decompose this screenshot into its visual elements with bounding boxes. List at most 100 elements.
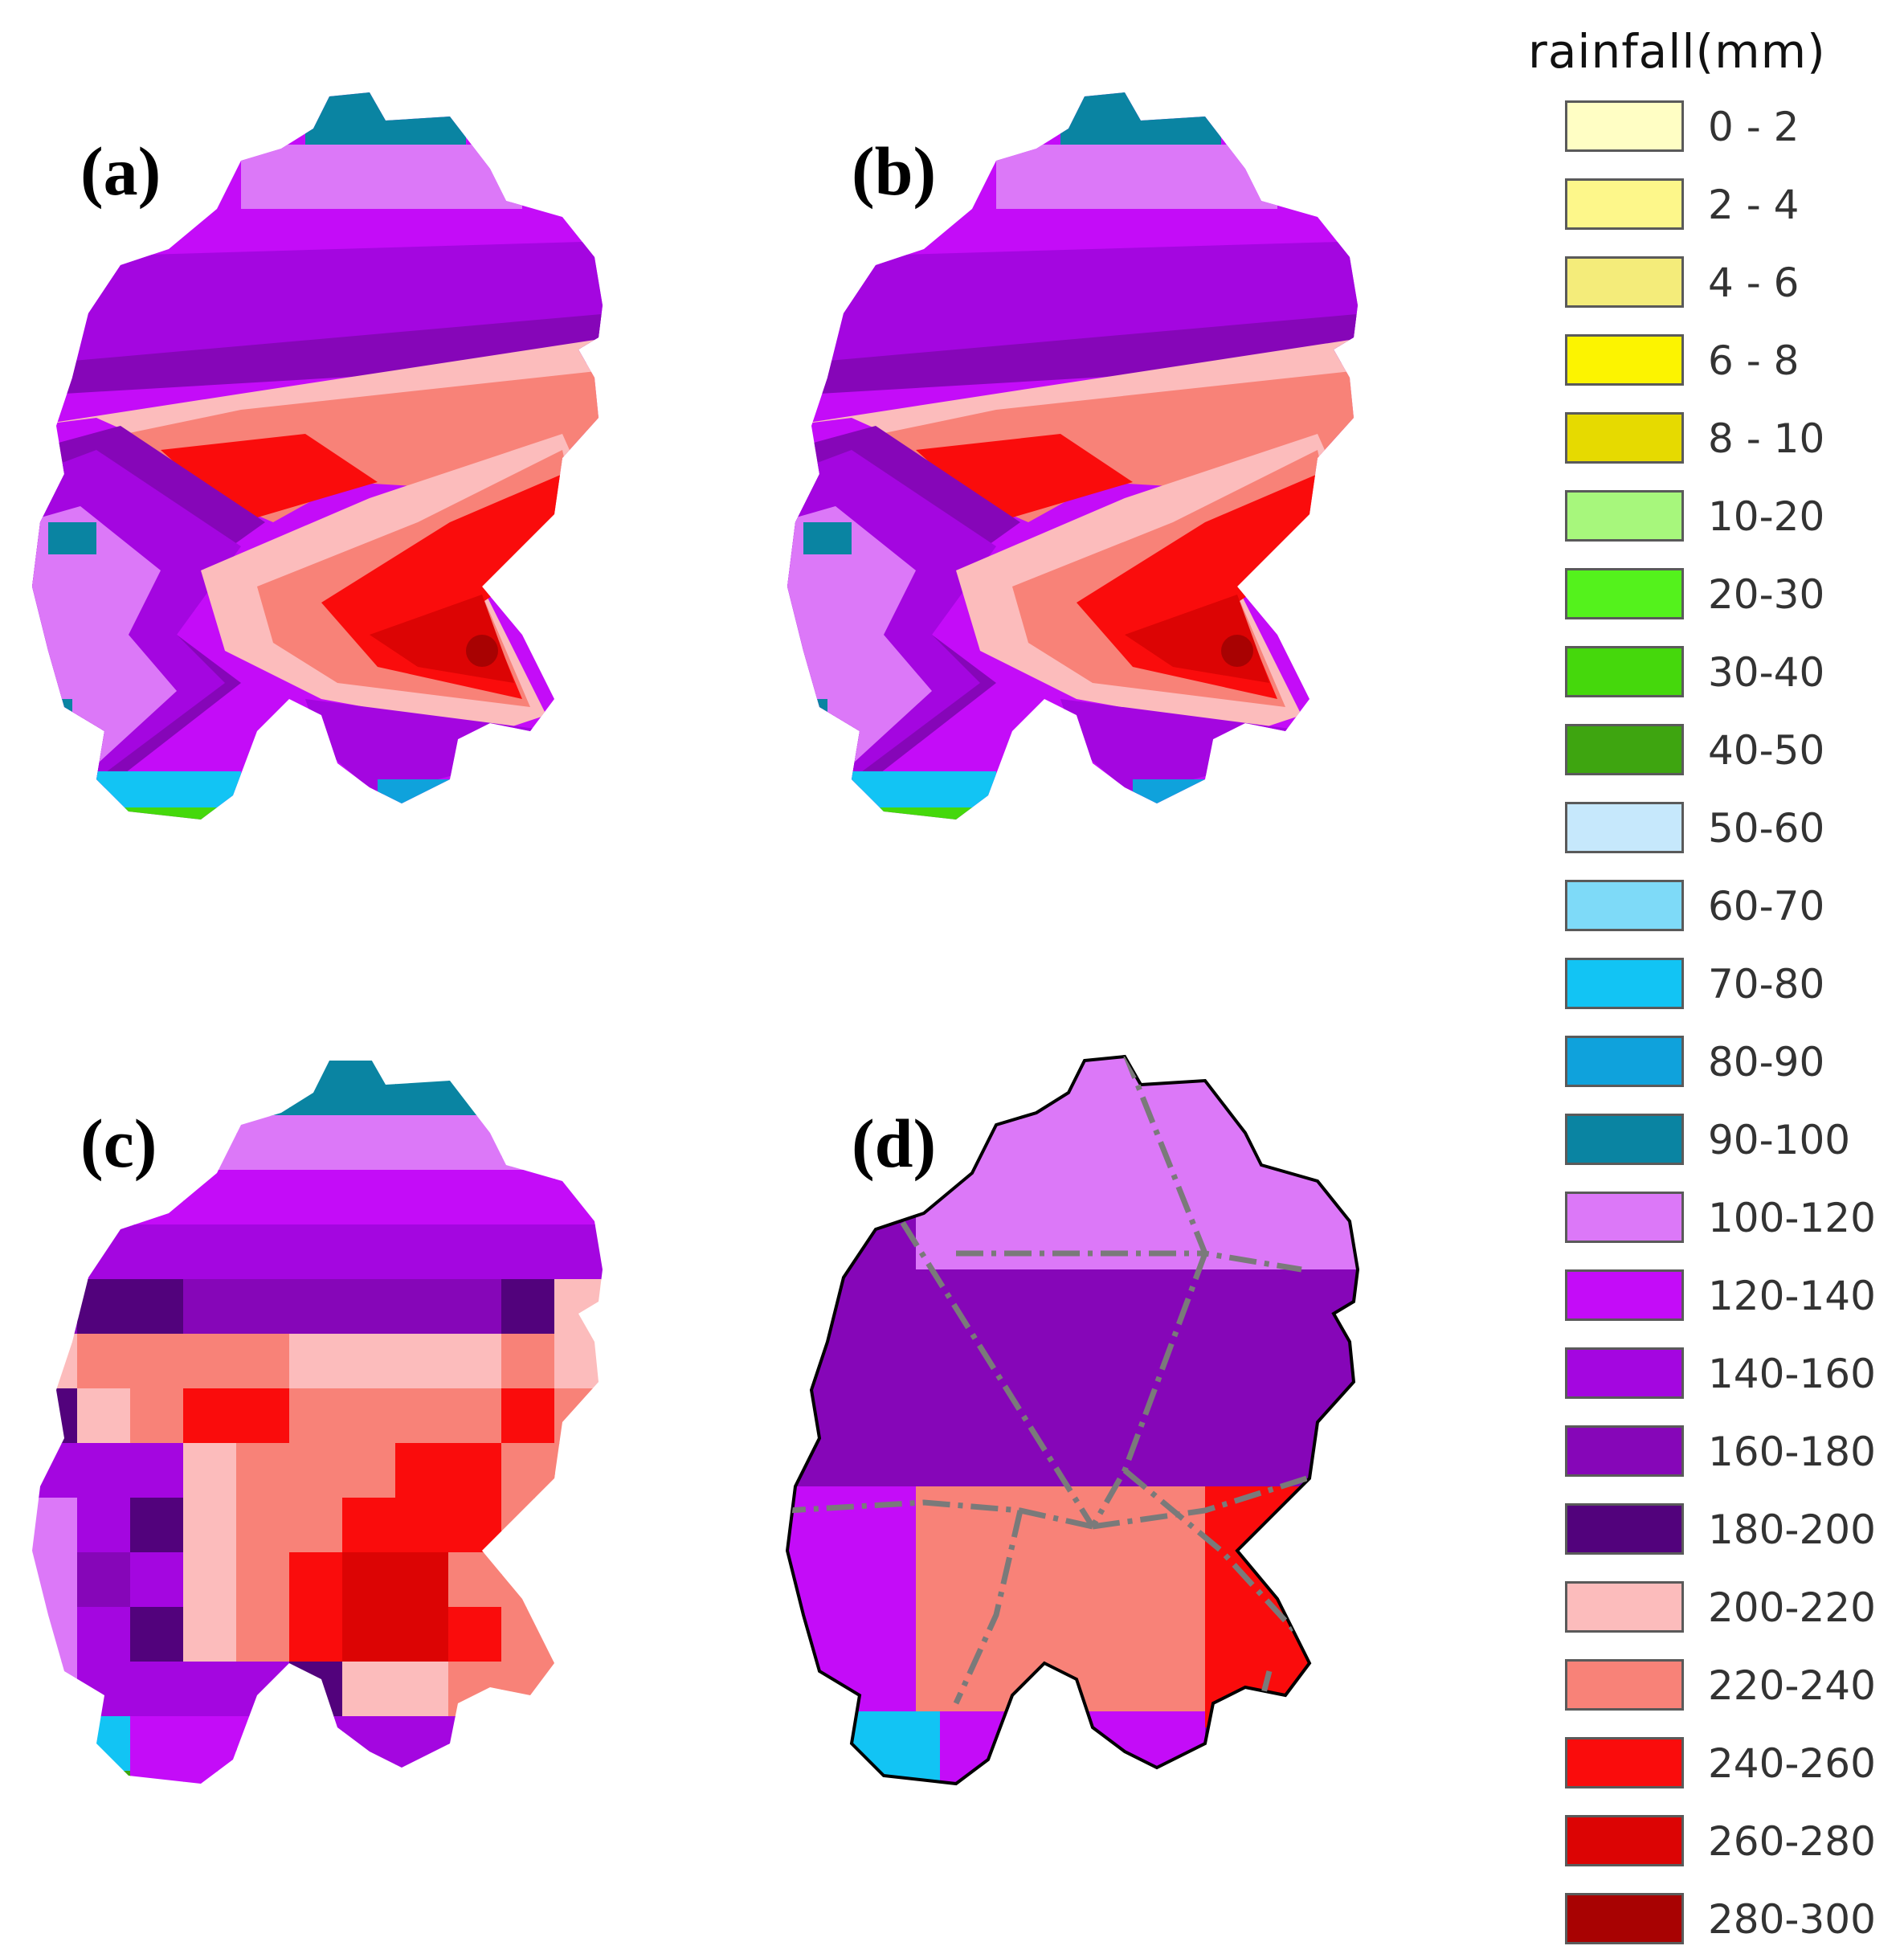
legend-swatch bbox=[1565, 1192, 1684, 1243]
map-grid-cell bbox=[501, 1115, 555, 1171]
map-zone bbox=[1205, 1486, 1358, 1727]
map-grid-cell bbox=[448, 1061, 502, 1116]
map-grid-cell bbox=[554, 1443, 603, 1498]
map-grid-cell bbox=[32, 1498, 78, 1553]
legend-label: 160-180 bbox=[1708, 1429, 1876, 1475]
map-grid-cell bbox=[395, 1662, 449, 1717]
map-grid-cell bbox=[501, 1224, 555, 1280]
map-zone bbox=[852, 807, 1004, 820]
map-grid-cell bbox=[236, 1552, 290, 1608]
legend-label: 60-70 bbox=[1708, 883, 1825, 930]
legend-label: 8 - 10 bbox=[1708, 415, 1825, 462]
legend-item: 50-60 bbox=[1565, 802, 1904, 861]
map-grid-cell bbox=[289, 1662, 343, 1717]
legend-swatch bbox=[1565, 724, 1684, 775]
map-grid-cell bbox=[448, 1443, 502, 1498]
map-grid-cell bbox=[183, 1443, 237, 1498]
map-grid-cell bbox=[77, 1607, 131, 1662]
map-grid-cell bbox=[395, 1170, 449, 1225]
legend-label: 2 - 4 bbox=[1708, 182, 1800, 228]
legend-swatch bbox=[1565, 568, 1684, 619]
map-grid-cell bbox=[77, 1662, 131, 1717]
thiessen-boundary bbox=[1092, 1459, 1358, 1530]
map-zone bbox=[1205, 1727, 1358, 1784]
map-grid-cell bbox=[130, 1498, 184, 1553]
map-grid-cell bbox=[289, 1334, 343, 1389]
rainfall-map-c bbox=[32, 1061, 603, 1784]
map-grid-cell bbox=[448, 1607, 502, 1662]
map-grid-cell bbox=[395, 1498, 449, 1553]
map-grid-cell bbox=[236, 1334, 290, 1389]
map-grid-cell bbox=[554, 1115, 603, 1171]
legend-item: 8 - 10 bbox=[1565, 412, 1904, 472]
map-grid-cell bbox=[183, 1334, 237, 1389]
legend-label: 80-90 bbox=[1708, 1039, 1825, 1085]
legend-swatch bbox=[1565, 1114, 1684, 1165]
legend-item: 0 - 2 bbox=[1565, 100, 1904, 160]
map-panel-a: (a) bbox=[0, 72, 699, 940]
map-grid-cell bbox=[32, 1279, 78, 1335]
legend-label: 100-120 bbox=[1708, 1195, 1876, 1241]
legend-swatch bbox=[1565, 1036, 1684, 1087]
map-zone bbox=[940, 1711, 1205, 1784]
map-grid-cell bbox=[183, 1061, 237, 1116]
map-grid-cell bbox=[236, 1771, 290, 1784]
map-zone bbox=[305, 699, 554, 795]
map-zone bbox=[48, 522, 96, 554]
map-grid-cell bbox=[130, 1334, 184, 1389]
map-grid-cell bbox=[183, 1552, 237, 1608]
map-grid-cell bbox=[289, 1771, 343, 1784]
legend-label: 90-100 bbox=[1708, 1117, 1851, 1163]
map-grid-cell bbox=[501, 1170, 555, 1225]
legend-swatch bbox=[1565, 1269, 1684, 1321]
legend-swatch bbox=[1565, 100, 1684, 152]
legend-label: 260-280 bbox=[1708, 1818, 1876, 1865]
map-grid-cell bbox=[501, 1388, 555, 1444]
map-grid-cell bbox=[501, 1061, 555, 1116]
legend-label: 4 - 6 bbox=[1708, 260, 1800, 306]
map-zone bbox=[996, 145, 1277, 209]
map-grid-cell bbox=[395, 1061, 449, 1116]
map-grid-cell bbox=[501, 1334, 555, 1389]
map-grid-cell bbox=[130, 1662, 184, 1717]
map-grid-cell bbox=[342, 1607, 396, 1662]
map-grid-cell bbox=[448, 1170, 502, 1225]
map-grid-cell bbox=[32, 1334, 78, 1389]
map-grid-cell bbox=[77, 1224, 131, 1280]
map-grid-cell bbox=[183, 1279, 237, 1335]
map-zone bbox=[80, 771, 241, 811]
legend-label: 30-40 bbox=[1708, 649, 1825, 696]
map-grid-cell bbox=[236, 1662, 290, 1717]
map-zone bbox=[787, 699, 827, 747]
map-grid-cell bbox=[554, 1662, 603, 1717]
map-grid-cell bbox=[501, 1498, 555, 1553]
map-grid-cell bbox=[77, 1498, 131, 1553]
map-grid-cell bbox=[32, 1388, 78, 1444]
map-zone bbox=[787, 1711, 940, 1784]
legend-item: 280-300 bbox=[1565, 1893, 1904, 1952]
map-grid-cell bbox=[289, 1115, 343, 1171]
map-grid-cell bbox=[236, 1716, 290, 1772]
legend-swatch bbox=[1565, 958, 1684, 1009]
map-grid-cell bbox=[448, 1552, 502, 1608]
map-grid-cell bbox=[448, 1716, 502, 1772]
map-grid-cell bbox=[289, 1443, 343, 1498]
legend-label: 280-300 bbox=[1708, 1896, 1876, 1943]
map-zone bbox=[1133, 779, 1245, 811]
map-grid-cell bbox=[236, 1224, 290, 1280]
map-grid-cell bbox=[236, 1279, 290, 1335]
map-grid-cell bbox=[289, 1224, 343, 1280]
legend-item: 60-70 bbox=[1565, 880, 1904, 939]
map-grid-cell bbox=[32, 1771, 78, 1784]
map-grid-cell bbox=[448, 1334, 502, 1389]
map-grid-cell bbox=[130, 1552, 184, 1608]
legend-item: 20-30 bbox=[1565, 568, 1904, 627]
map-grid-cell bbox=[342, 1334, 396, 1389]
legend-swatch bbox=[1565, 802, 1684, 853]
map-grid-cell bbox=[342, 1061, 396, 1116]
map-grid-cell bbox=[183, 1662, 237, 1717]
map-grid-cell bbox=[32, 1662, 78, 1717]
map-grid-cell bbox=[554, 1498, 603, 1553]
legend-item: 4 - 6 bbox=[1565, 256, 1904, 316]
legend-item: 90-100 bbox=[1565, 1114, 1904, 1173]
